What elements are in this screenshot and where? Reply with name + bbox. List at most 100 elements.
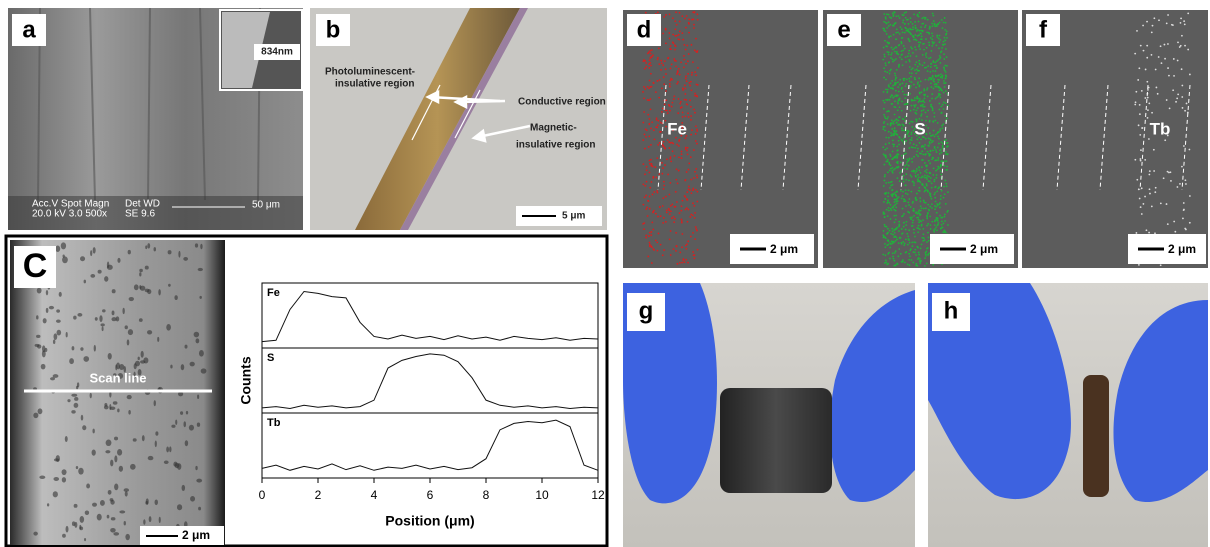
- element-dot: [926, 248, 928, 250]
- element-dot: [927, 70, 929, 72]
- element-dot: [905, 173, 907, 175]
- pore: [114, 437, 118, 441]
- element-dot: [918, 177, 920, 179]
- element-dot: [647, 200, 649, 202]
- element-dot: [892, 241, 894, 243]
- element-dot: [937, 220, 939, 222]
- element-dot: [1187, 49, 1189, 51]
- element-dot: [942, 147, 944, 149]
- element-dot: [1184, 179, 1186, 181]
- element-dot: [946, 56, 948, 58]
- element-dot: [901, 101, 903, 103]
- element-dot: [940, 166, 942, 168]
- element-dot: [918, 252, 920, 254]
- element-dot: [932, 25, 934, 27]
- element-dot: [651, 262, 653, 264]
- element-dot: [898, 225, 900, 227]
- element-dot: [669, 13, 671, 15]
- sem-values: SE 9.6: [125, 209, 155, 220]
- element-dot: [919, 228, 921, 230]
- pore: [194, 332, 200, 338]
- element-dot: [1184, 110, 1186, 112]
- element-dot: [891, 240, 893, 242]
- element-dot: [927, 87, 929, 89]
- figure: 834nm a Acc.V Spot Magn Det WD 20.0 kV 3…: [0, 0, 1210, 547]
- element-dot: [675, 232, 677, 234]
- element-dot: [892, 158, 894, 160]
- element-dot: [689, 216, 691, 218]
- pore: [199, 350, 204, 357]
- element-dot: [890, 122, 892, 124]
- element-dot: [895, 77, 897, 79]
- element-dot: [688, 163, 690, 165]
- element-dot: [893, 106, 895, 108]
- element-dot: [931, 23, 933, 25]
- element-dot: [683, 59, 685, 61]
- element-dot: [896, 154, 898, 156]
- element-dot: [895, 90, 897, 92]
- element-dot: [661, 111, 663, 113]
- element-dot: [911, 170, 913, 172]
- element-dot: [668, 147, 670, 149]
- element-dot: [918, 86, 920, 88]
- element-dot: [916, 193, 918, 195]
- element-dot: [884, 174, 886, 176]
- element-dot: [934, 205, 936, 207]
- element-dot: [884, 40, 886, 42]
- element-dot: [930, 86, 932, 88]
- element-dot: [941, 221, 943, 223]
- element-dot: [1169, 107, 1171, 109]
- panel-label: f: [1039, 16, 1048, 43]
- element-dot: [887, 43, 889, 45]
- element-dot: [906, 163, 908, 165]
- pore: [71, 410, 75, 413]
- element-dot: [894, 229, 896, 231]
- element-dot: [644, 185, 646, 187]
- element-dot: [895, 58, 897, 60]
- element-dot: [685, 147, 687, 149]
- element-dot: [913, 143, 915, 145]
- element-dot: [655, 91, 657, 93]
- element-dot: [930, 105, 932, 107]
- element-dot: [946, 166, 948, 168]
- element-dot: [910, 121, 912, 123]
- pore: [90, 250, 92, 256]
- element-dot: [684, 18, 686, 20]
- element-dot: [926, 116, 928, 118]
- element-dot: [939, 128, 941, 130]
- element-dot: [883, 77, 885, 79]
- element-dot: [899, 172, 901, 174]
- element-dot: [912, 181, 914, 183]
- element-dot: [642, 204, 644, 206]
- element-dot: [676, 168, 678, 170]
- element-dot: [691, 74, 693, 76]
- element-dot: [898, 154, 900, 156]
- x-tick-label: 4: [371, 488, 378, 502]
- element-dot: [901, 139, 903, 141]
- element-dot: [914, 77, 916, 79]
- region-label: insulative region: [516, 140, 595, 151]
- element-dot: [894, 59, 896, 61]
- element-dot: [650, 245, 652, 247]
- element-dot: [915, 55, 917, 57]
- element-dot: [889, 187, 891, 189]
- pore: [98, 270, 102, 274]
- element-dot: [912, 52, 914, 54]
- element-dot: [930, 196, 932, 198]
- element-dot: [919, 100, 921, 102]
- element-dot: [888, 14, 890, 16]
- element-dot: [921, 145, 923, 147]
- pore: [197, 394, 199, 399]
- element-dot: [891, 95, 893, 97]
- element-dot: [651, 163, 653, 165]
- element-dot: [906, 233, 908, 235]
- element-dot: [690, 81, 692, 83]
- element-dot: [925, 56, 927, 58]
- element-dot: [883, 47, 885, 49]
- element-dot: [925, 153, 927, 155]
- pore: [66, 332, 68, 337]
- element-dot: [889, 70, 891, 72]
- element-dot: [905, 189, 907, 191]
- element-dot: [688, 169, 690, 171]
- element-dot: [889, 99, 891, 101]
